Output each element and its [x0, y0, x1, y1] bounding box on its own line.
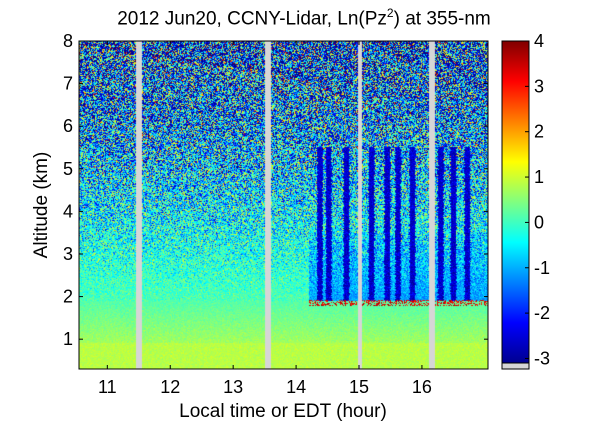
y-tick-label: 5: [63, 159, 73, 179]
x-tick-label: 11: [98, 377, 117, 397]
chart-title: 2012 Jun20, CCNY-Lidar, Ln(Pz2) at 355-n…: [117, 6, 491, 30]
y-tick-label: 7: [63, 74, 73, 94]
colorbar: [501, 40, 530, 364]
y-tick-label: 1: [63, 329, 73, 349]
colorbar-tick-label: -1: [534, 258, 550, 278]
colorbar-bottom-cap: [501, 362, 530, 370]
x-tick-label: 14: [286, 377, 306, 397]
y-ticks: 1 2 3 4 5 6 7 8: [63, 31, 488, 349]
colorbar-tick-label: -3: [534, 348, 550, 368]
colorbar-tick-label: 4: [534, 31, 544, 51]
x-tick-label: 12: [160, 377, 180, 397]
y-tick-label: 4: [63, 201, 73, 221]
colorbar-ticks: -3 -2 -1 0 1 2 3 4: [525, 31, 550, 368]
heatmap-canvas: [79, 41, 488, 369]
plot-border: [78, 40, 489, 370]
colorbar-tick-label: 0: [534, 212, 544, 232]
colorbar-tick-label: -2: [534, 303, 550, 323]
y-tick-label: 3: [63, 244, 73, 264]
x-tick-label: 16: [412, 377, 432, 397]
y-tick-label: 2: [63, 287, 73, 307]
x-ticks: 11 12 13 14 15 16: [98, 41, 432, 397]
x-tick-label: 13: [223, 377, 243, 397]
colorbar-tick-label: 1: [534, 167, 544, 187]
heatmap-canvas-wrapper: [79, 41, 488, 369]
x-axis-label: Local time or EDT (hour): [179, 401, 387, 422]
colorbar-tick-label: 2: [534, 122, 544, 142]
x-tick-label: 15: [349, 377, 369, 397]
y-tick-label: 6: [63, 116, 73, 136]
y-tick-label: 8: [63, 31, 73, 51]
colorbar-tick-label: 3: [534, 76, 544, 96]
y-axis-label: Altitude (km): [31, 152, 52, 259]
